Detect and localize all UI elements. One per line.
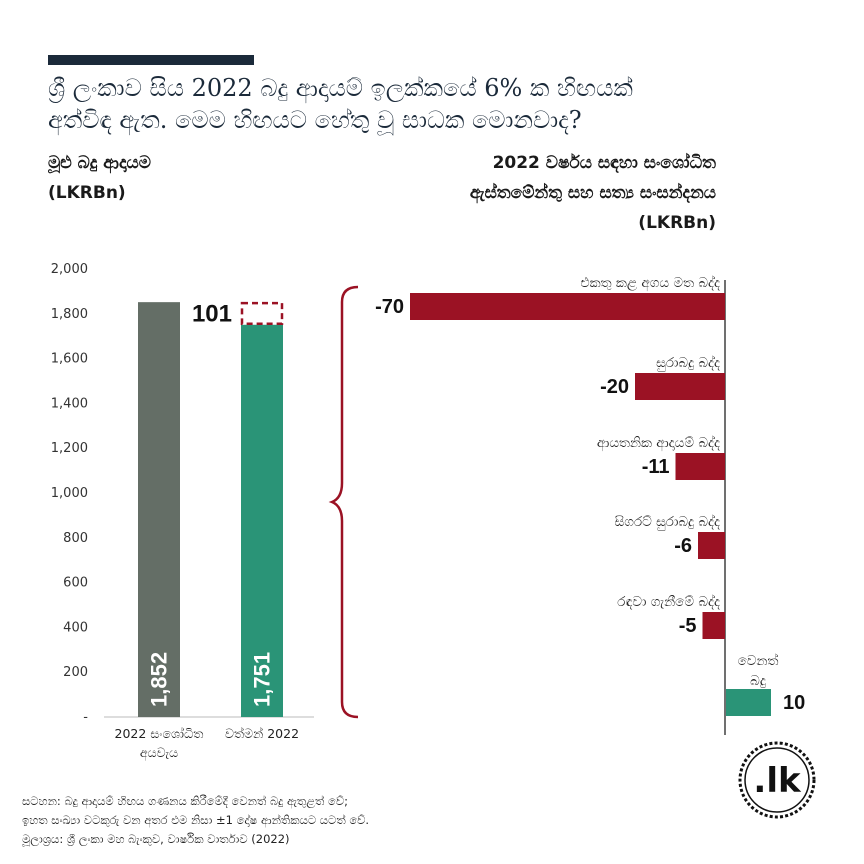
left-heading-line-1: මූළු බදු ආදායම <box>48 153 151 173</box>
category-label: රඳවා ගැනීමේ බද්ද <box>617 594 720 610</box>
left-chart-heading: මූළු බදු ආදායම (LKRBn) <box>48 148 151 208</box>
right-heading-line-1: 2022 වර්ෂය සඳහා සංශෝධිත <box>492 153 716 173</box>
y-tick-label: 400 <box>63 620 88 635</box>
bar <box>675 453 725 480</box>
bar <box>138 302 180 717</box>
category-label: බදු <box>750 673 766 689</box>
bar-value-label: 10 <box>783 692 805 714</box>
x-category-label: වත්මන් 2022 <box>225 726 299 741</box>
bar-value-label: 1,852 <box>147 652 172 707</box>
bar-value-label: -6 <box>674 535 692 557</box>
y-tick-label: 1,600 <box>51 352 88 367</box>
chart-title: ශ්‍රී ලංකාව සිය 2022 බදු ආදායම් ඉලක්කයේ … <box>48 72 828 136</box>
y-tick-label: 1,000 <box>51 486 88 501</box>
category-label: එකතු කළ අගය මත බද්ද <box>581 275 720 292</box>
bar <box>410 293 725 320</box>
category-label: සුරාබදු බද්ද <box>656 355 720 372</box>
shortfall-dashed-box <box>240 301 284 326</box>
brace <box>328 285 359 719</box>
y-tick-label: 1,200 <box>51 441 88 456</box>
y-tick-label: 1,400 <box>51 396 88 411</box>
y-tick-label: 2,000 <box>51 262 88 277</box>
bar-value-label: 1,751 <box>250 652 275 707</box>
right-heading-line-2: ඇස්තමේන්තු සහ සත්‍ය සංසන්දනය <box>469 183 716 203</box>
x-category-label: 2022 සංශෝධිත <box>115 726 205 741</box>
title-line-2: අත්විඳ ඇත. මෙම හිඟයට හේතු වූ සාධක මොනවාද… <box>48 106 582 134</box>
category-label: සිගරට් සුරාබදු බද්ද <box>614 514 720 531</box>
bar <box>726 689 771 716</box>
category-label: වෙනත් <box>738 653 780 669</box>
bar-value-label: -11 <box>642 456 670 478</box>
note-line-1: සටහන: බදු ආදායම් හිඟය ගණනය කිරීමේදී වෙනත… <box>22 794 349 808</box>
y-tick-label: - <box>83 710 88 725</box>
bar-value-label: -70 <box>375 296 404 318</box>
right-chart-heading: 2022 වර්ෂය සඳහා සංශෝධිත ඇස්තමේන්තු සහ සත… <box>470 148 716 238</box>
y-tick-label: 600 <box>63 576 88 591</box>
category-label: ආයතනික ආදායම් බද්ද <box>597 435 720 452</box>
bar <box>241 324 283 717</box>
bar-value-label: -20 <box>600 376 629 398</box>
bar <box>635 373 725 400</box>
bar <box>698 532 725 559</box>
y-tick-label: 800 <box>63 531 88 546</box>
note-line-3: මූලාශ්‍රය: ශ්‍රී ලංකා මහ බැංකුව, වාර්ෂික… <box>22 832 290 846</box>
note-line-2: ඉහත සංඛ්‍යා වටකුරු වන අතර එම නිසා ±1 දෝෂ… <box>22 813 370 827</box>
svg-text:.lk: .lk <box>753 761 802 801</box>
x-category-label: අයවැය <box>140 745 178 761</box>
shortfall-label: 101 <box>192 300 232 327</box>
lk-logo: .lk <box>737 740 817 820</box>
footnotes: සටහන: බදු ආදායම් හිඟය ගණනය කිරීමේදී වෙනත… <box>22 792 369 849</box>
y-tick-label: 200 <box>63 665 88 680</box>
right-heading-line-3: (LKRBn) <box>638 213 716 233</box>
y-tick-label: 1,800 <box>51 307 88 322</box>
left-heading-line-2: (LKRBn) <box>48 183 126 203</box>
bar <box>702 612 725 639</box>
bar-value-label: -5 <box>679 615 697 637</box>
title-line-1: ශ්‍රී ලංකාව සිය 2022 බදු ආදායම් ඉලක්කයේ … <box>48 74 633 102</box>
title-accent-bar <box>48 55 254 65</box>
